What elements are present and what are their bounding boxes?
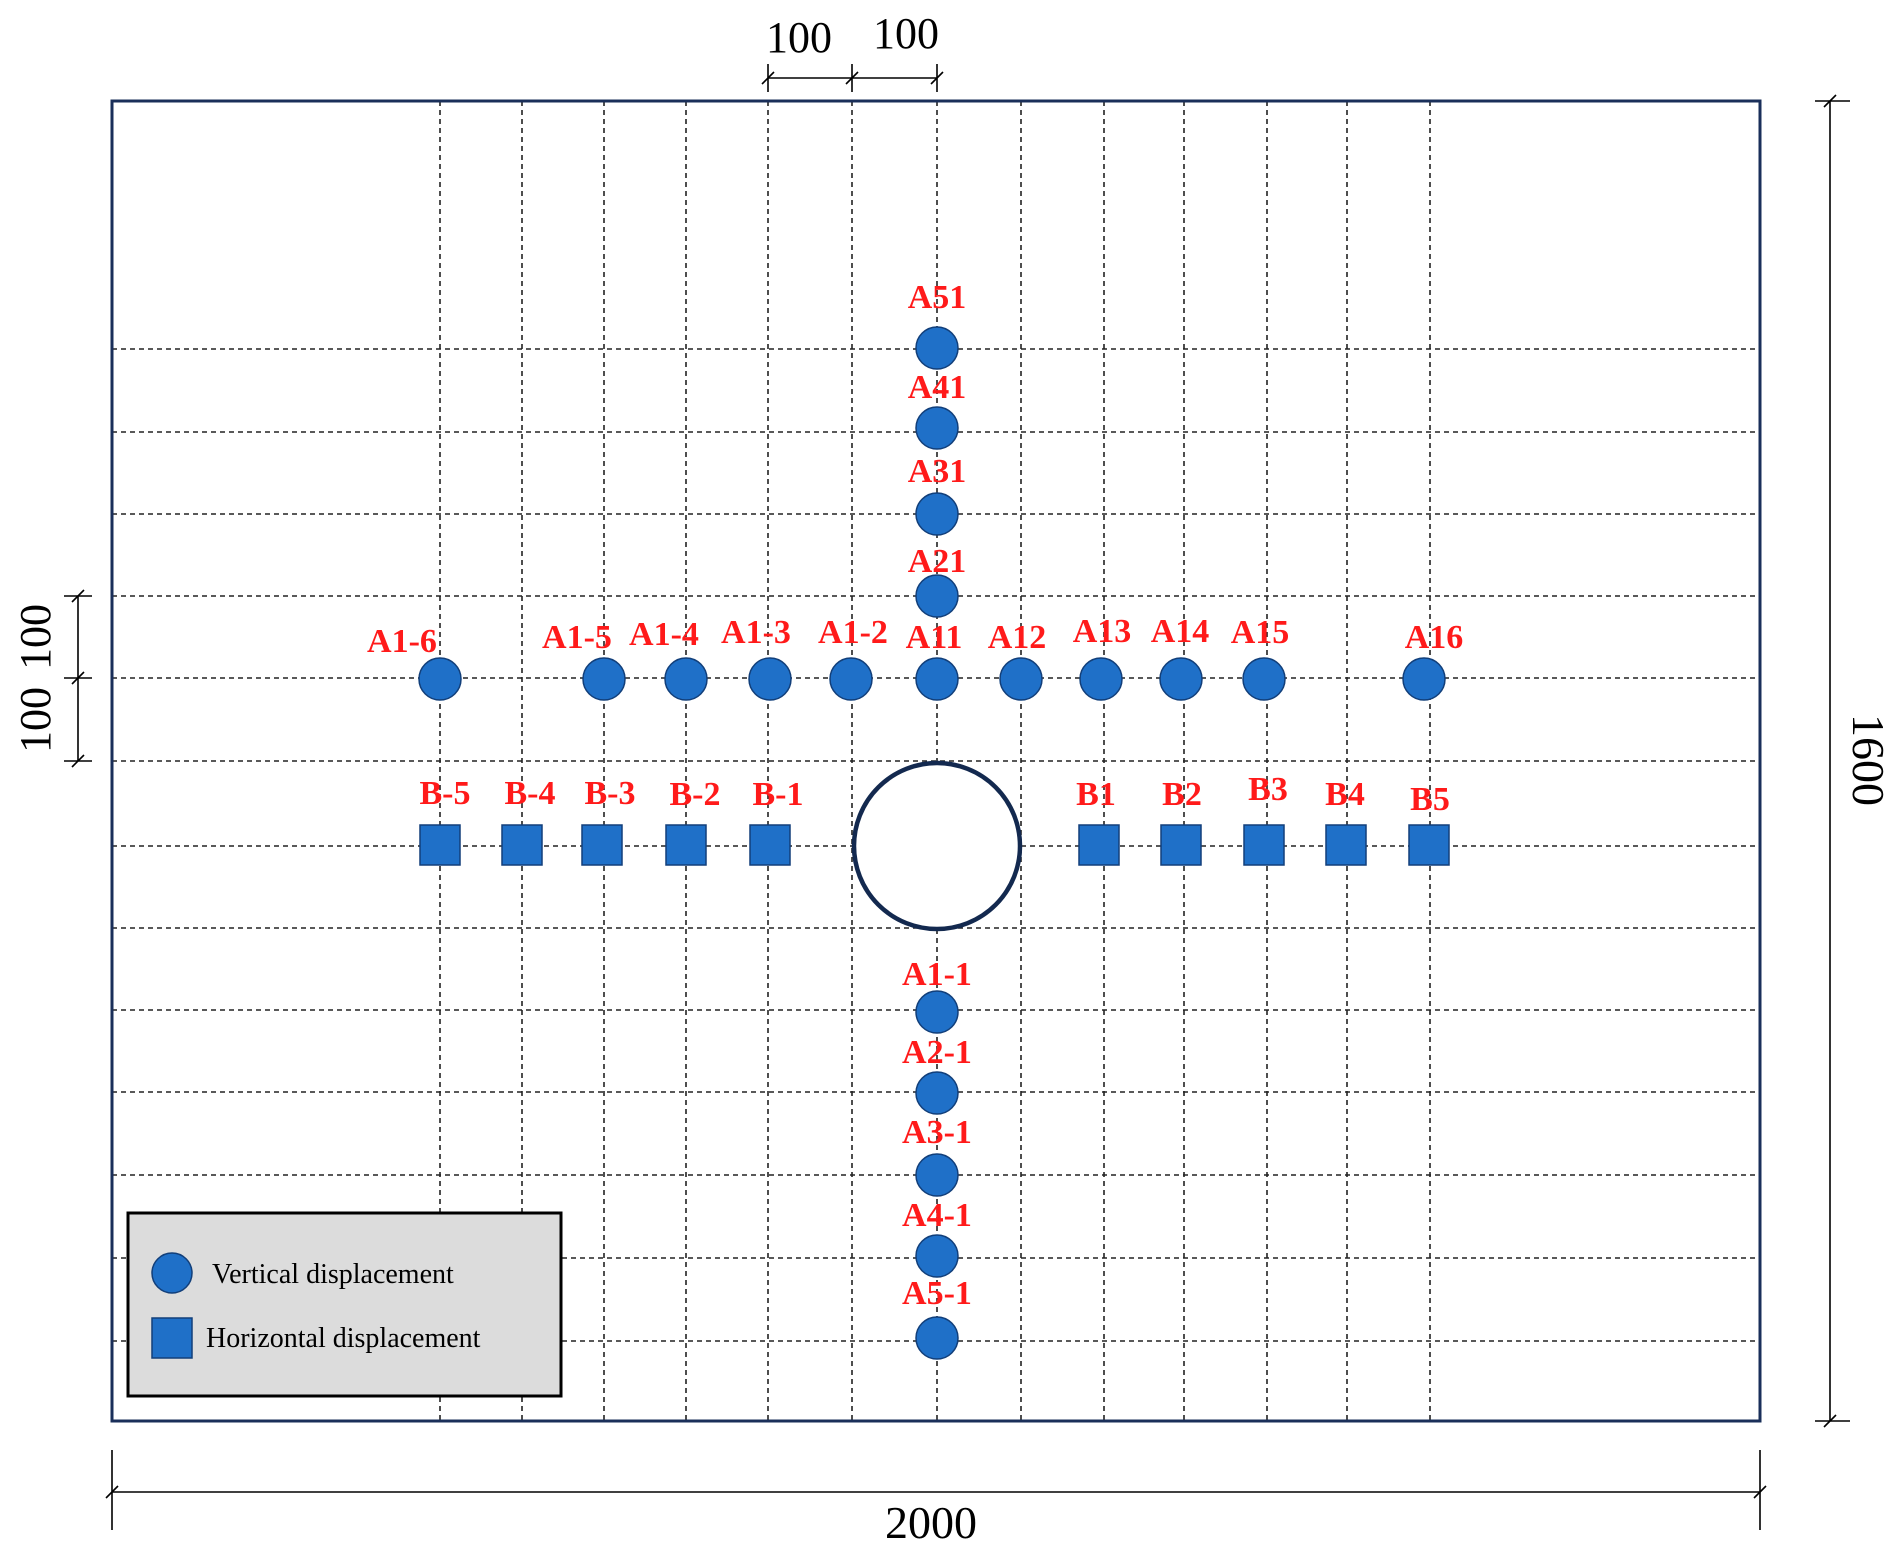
point-label: A4-1 [902,1197,972,1234]
vertical-displacement-marker [915,1153,959,1197]
horizontal-displacement-marker [1078,824,1120,866]
vertical-displacement-marker [915,574,959,618]
point-label: A2-1 [902,1034,972,1071]
dimension-top-left: 100 [766,13,832,62]
vertical-displacement-marker [915,1316,959,1360]
vertical-displacement-marker [1079,657,1123,701]
point-label: A1-1 [902,956,972,993]
vertical-displacement-marker [915,406,959,450]
point-label: B2 [1162,776,1202,813]
point-label: A51 [908,279,967,316]
vertical-displacement-marker [999,657,1043,701]
horizontal-displacement-marker [581,824,623,866]
legend-horizontal-label: Horizontal displacement [206,1323,481,1354]
point-label: B-1 [753,776,804,813]
point-label: B-2 [670,776,721,813]
horizontal-displacement-marker [665,824,707,866]
model-boundary [110,99,1762,1423]
dimension-bottom: 2000 [885,1497,977,1548]
measurement-points: A51 A41 A31 A21 A1-6 A1-5 A1-4 A1-3 A1-2 A11 A12 A1… [367,279,1464,1360]
point-label: B-3 [585,775,636,812]
horizontal-displacement-marker [501,824,543,866]
point-label: A3-1 [902,1114,972,1151]
vertical-displacement-marker [915,1071,959,1115]
point-label: A14 [1151,613,1210,650]
vertical-displacement-marker [582,657,626,701]
vertical-displacement-marker [829,657,873,701]
vertical-displacement-marker [1159,657,1203,701]
vertical-displacement-marker [915,326,959,370]
point-label: A16 [1405,619,1464,656]
point-label: A1-6 [367,623,437,660]
point-label: A1-2 [818,614,888,651]
vertical-displacement-marker [748,657,792,701]
vertical-displacement-marker [1242,657,1286,701]
horizontal-displacement-marker [419,824,461,866]
point-label: B1 [1076,776,1116,813]
point-label: A11 [906,619,963,656]
tunnel-opening [851,760,1023,932]
point-label: A1-3 [721,614,791,651]
vertical-displacement-marker [418,657,462,701]
dimension-left-upper: 100 [11,604,60,670]
vertical-displacement-marker [915,492,959,536]
legend: Vertical displacement Horizontal displac… [126,1211,563,1398]
horizontal-displacement-marker [1160,824,1202,866]
point-label: A31 [908,453,967,490]
point-label: B5 [1410,781,1450,818]
vertical-displacement-marker [915,1234,959,1278]
vertical-displacement-marker [915,657,959,701]
point-label: A1-5 [542,619,612,656]
point-label: B-4 [505,775,556,812]
vertical-displacement-marker [664,657,708,701]
legend-circle-marker [151,1252,193,1294]
dimension-top-right: 100 [873,9,939,58]
dimension-left-lower: 100 [11,687,60,753]
dimension-lines [64,64,1850,1530]
point-label: A5-1 [902,1275,972,1312]
point-label: A13 [1073,613,1132,650]
point-label: B4 [1325,776,1365,813]
horizontal-displacement-marker [749,824,791,866]
point-label: B3 [1248,771,1288,808]
point-label: B-5 [420,775,471,812]
legend-box [126,1211,563,1398]
horizontal-displacement-marker [1243,824,1285,866]
point-label: A21 [908,543,967,580]
dimension-right: 1600 [1843,714,1884,806]
legend-square-marker [151,1317,193,1359]
legend-vertical-label: Vertical displacement [212,1259,454,1290]
horizontal-displacement-marker [1408,824,1450,866]
point-label: A1-4 [629,616,699,653]
point-label: A12 [988,619,1047,656]
point-label: A41 [908,369,967,406]
point-label: A15 [1231,614,1290,651]
horizontal-displacement-marker [1325,824,1367,866]
vertical-displacement-marker [915,990,959,1034]
vertical-displacement-marker [1402,657,1446,701]
